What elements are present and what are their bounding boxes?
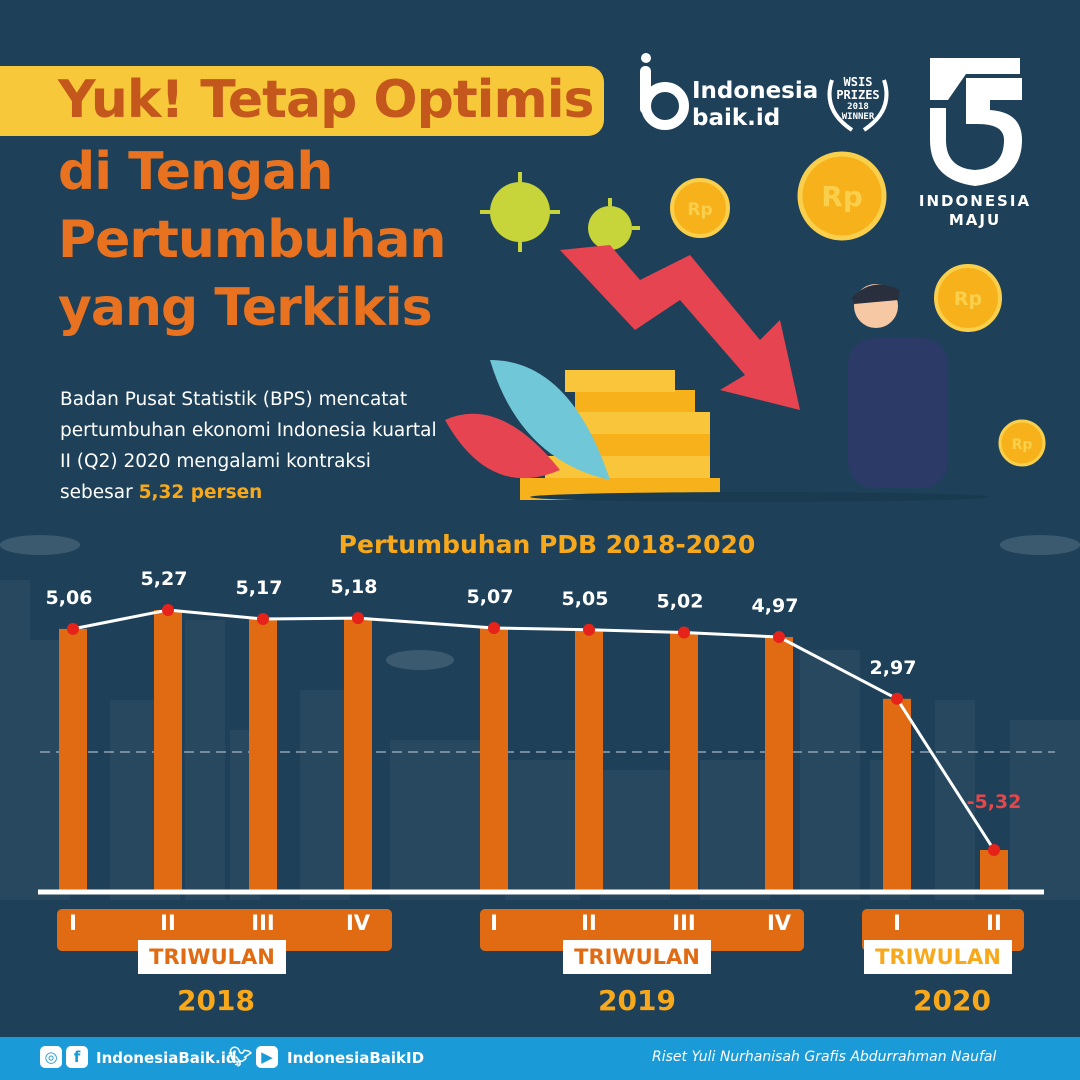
- award-line-2: PRIZES: [836, 88, 880, 102]
- title-banner: [0, 66, 604, 136]
- indonesia-maju-line-2: MAJU: [948, 211, 1002, 229]
- bar-2: [154, 610, 182, 892]
- data-label-5: 5,07: [467, 586, 514, 608]
- laurel-icon: [827, 79, 889, 132]
- data-point-4: [352, 612, 364, 625]
- brand-name-line-2: baik.id: [692, 105, 781, 131]
- chart-title: Pertumbuhan PDB 2018-2020: [338, 530, 756, 559]
- x-tick-label-3: III: [251, 911, 275, 935]
- coin-label-tiny: Rp: [1012, 437, 1033, 453]
- bar-1: [59, 628, 87, 892]
- cloud-shapes: [0, 535, 1080, 670]
- x-tick-label-6: II: [581, 911, 597, 935]
- intro-highlight: 5,32 persen: [138, 482, 263, 503]
- indonesiabaik-logo-icon: [640, 53, 689, 130]
- coin-label-small: Rp: [687, 200, 712, 220]
- brand-name-line-1: Indonesia: [692, 78, 819, 104]
- bar-8: [765, 637, 793, 892]
- wsis-award-badge: WSIS PRIZES 2018 WINNER: [824, 75, 892, 123]
- triwulan-label-2019: TRIWULAN: [563, 940, 711, 974]
- ground-shadow: [530, 492, 990, 502]
- title-line-4: yang Terkikis: [58, 278, 433, 338]
- x-tick-label-9: I: [893, 911, 901, 935]
- data-point-6: [583, 623, 595, 636]
- x-tick-label-5: I: [490, 911, 498, 935]
- award-line-1: WSIS: [843, 75, 873, 89]
- bar-7: [670, 632, 698, 892]
- x-tick-label-1: I: [69, 911, 77, 935]
- leaf-icons: [445, 360, 610, 480]
- indonesia-75-logo-icon: [930, 58, 1022, 186]
- data-point-10: [988, 844, 1000, 856]
- businessman-icon: [848, 284, 948, 488]
- footer-site-link[interactable]: IndonesiaBaik.id: [96, 1049, 237, 1067]
- data-label-3: 5,17: [236, 577, 283, 599]
- data-label-7: 5,02: [657, 591, 704, 613]
- data-label-1: 5,06: [46, 587, 93, 609]
- data-point-2: [162, 604, 174, 616]
- twitter-icon[interactable]: 🐦︎: [228, 1046, 253, 1068]
- title-line-3: Pertumbuhan: [58, 210, 446, 270]
- bar-5: [480, 628, 508, 892]
- data-point-7: [678, 626, 690, 639]
- title-line-1: Yuk! Tetap Optimis: [58, 70, 594, 130]
- data-label-2: 5,27: [141, 568, 188, 590]
- x-tick-label-2: II: [160, 911, 176, 935]
- year-label-2020: 2020: [913, 984, 991, 1017]
- x-tick-label-7: III: [672, 911, 696, 935]
- coin-label-medium: Rp: [954, 288, 982, 310]
- hero-illustration: Rp Rp Rp Rp: [445, 151, 1046, 502]
- brand-name: Indonesia baik.id: [692, 78, 832, 132]
- x-tick-label-4: IV: [345, 911, 371, 935]
- falling-arrow-icon: [560, 245, 800, 410]
- facebook-icon[interactable]: f: [66, 1046, 88, 1068]
- intro-paragraph: Badan Pusat Statistik (BPS) mencatat per…: [60, 384, 440, 508]
- logo-group: [640, 53, 1022, 186]
- data-label-8: 4,97: [752, 595, 799, 617]
- intro-text: Badan Pusat Statistik (BPS) mencatat per…: [60, 389, 437, 503]
- award-line-4: WINNER: [841, 112, 875, 122]
- coin-label-large: Rp: [821, 180, 863, 213]
- series-line: [72, 608, 996, 851]
- data-label-9: 2,97: [870, 657, 917, 679]
- coin-icons: Rp Rp Rp Rp: [670, 151, 1046, 467]
- data-point-1: [67, 622, 79, 635]
- footer-handle-link[interactable]: IndonesiaBaikID: [287, 1049, 425, 1067]
- bar-4: [344, 618, 372, 892]
- gdp-growth-chart: 5,06 5,27 5,17 5,18 5,07 5,05 5,02 4,97 2,97 -5,3…: [38, 568, 1044, 895]
- instagram-icon[interactable]: ◎: [40, 1046, 62, 1068]
- bar-6: [575, 629, 603, 892]
- footer-credits: Riset Yuli Nurhanisah Grafis Abdurrahman…: [652, 1049, 997, 1065]
- x-tick-label-8: IV: [766, 911, 792, 935]
- youtube-icon[interactable]: ▶: [256, 1046, 278, 1068]
- data-label-10: -5,32: [967, 791, 1022, 813]
- x-tick-label-10: II: [986, 911, 1002, 935]
- indonesia-maju-label: INDONESIA MAJU: [905, 192, 1045, 230]
- award-line-3: 2018: [847, 102, 869, 112]
- footer-bar: [0, 1037, 1080, 1080]
- title-line-2: di Tengah: [58, 142, 333, 202]
- data-point-9: [891, 692, 903, 705]
- bar-9: [883, 698, 911, 892]
- data-label-4: 5,18: [331, 576, 378, 598]
- triwulan-label-2020: TRIWULAN: [864, 940, 1012, 974]
- data-point-5: [488, 622, 500, 634]
- virus-icons: [480, 172, 640, 252]
- bar-3: [249, 619, 277, 892]
- triwulan-label-2018: TRIWULAN: [138, 940, 286, 974]
- indonesia-maju-line-1: INDONESIA: [918, 192, 1032, 210]
- year-label-2019: 2019: [598, 984, 676, 1017]
- bar-10: [980, 850, 1008, 892]
- data-point-8: [773, 631, 785, 643]
- data-label-6: 5,05: [562, 588, 609, 610]
- year-label-2018: 2018: [177, 984, 255, 1017]
- data-point-3: [257, 613, 269, 625]
